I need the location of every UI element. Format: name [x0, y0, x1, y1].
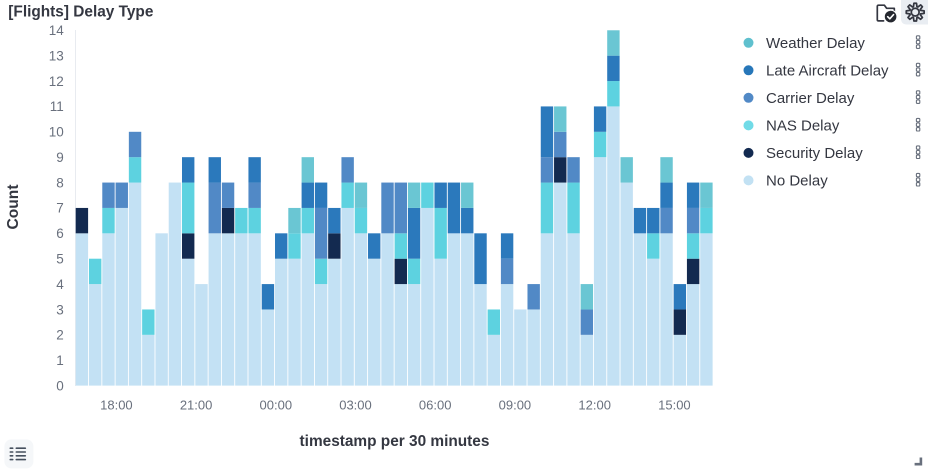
- svg-text:6: 6: [56, 226, 64, 241]
- svg-text:1: 1: [56, 353, 64, 368]
- svg-text:00:00: 00:00: [260, 398, 293, 413]
- svg-text:8: 8: [56, 175, 64, 190]
- svg-text:13: 13: [49, 49, 64, 64]
- svg-text:7: 7: [56, 201, 64, 216]
- svg-text:4: 4: [56, 277, 64, 292]
- svg-text:Count: Count: [5, 184, 22, 229]
- svg-text:timestamp per 30 minutes: timestamp per 30 minutes: [300, 433, 490, 450]
- svg-text:0: 0: [56, 378, 64, 393]
- svg-text:9: 9: [56, 150, 64, 165]
- svg-text:12:00: 12:00: [578, 398, 611, 413]
- svg-text:10: 10: [49, 125, 64, 140]
- svg-text:Carrier Delay: Carrier Delay: [766, 90, 855, 107]
- svg-text:5: 5: [56, 252, 64, 267]
- svg-text:09:00: 09:00: [499, 398, 532, 413]
- svg-text:11: 11: [50, 99, 64, 114]
- svg-text:NAS Delay: NAS Delay: [766, 118, 840, 135]
- svg-text:21:00: 21:00: [180, 398, 213, 413]
- svg-text:18:00: 18:00: [100, 398, 133, 413]
- svg-text:15:00: 15:00: [658, 398, 691, 413]
- svg-text:No Delay: No Delay: [766, 173, 828, 190]
- svg-text:14: 14: [49, 23, 65, 38]
- svg-text:06:00: 06:00: [419, 398, 452, 413]
- svg-text:Security Delay: Security Delay: [766, 145, 863, 162]
- svg-text:12: 12: [49, 74, 64, 89]
- svg-text:Weather Delay: Weather Delay: [766, 35, 865, 52]
- svg-text:03:00: 03:00: [339, 398, 372, 413]
- svg-text:[Flights] Delay Type: [Flights] Delay Type: [8, 3, 154, 20]
- svg-text:2: 2: [56, 328, 64, 343]
- svg-text:3: 3: [56, 302, 64, 317]
- svg-text:Late Aircraft Delay: Late Aircraft Delay: [766, 63, 889, 80]
